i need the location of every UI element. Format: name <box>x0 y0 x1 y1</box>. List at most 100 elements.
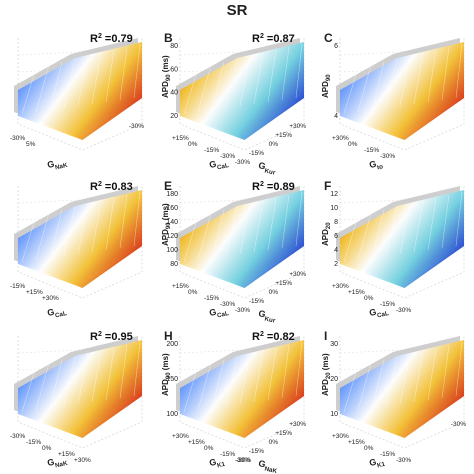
mesh-line <box>399 353 411 405</box>
z-tick: 4 <box>334 247 338 254</box>
mesh-line <box>253 200 264 253</box>
mesh-line <box>49 209 63 259</box>
x-tick: +15% <box>172 283 189 290</box>
panel-letter: B <box>164 31 173 45</box>
surface <box>18 42 142 140</box>
z-tick: 120 <box>166 233 178 240</box>
r2-label: R2 =0.83 <box>90 181 133 193</box>
x-tick: -15% <box>26 439 41 446</box>
y-tick: -30% <box>235 307 250 314</box>
mesh-line <box>239 203 251 255</box>
x-tick: -30% <box>380 153 395 160</box>
grid-line <box>17 65 143 73</box>
surface <box>340 190 464 288</box>
x-tick: 0% <box>364 295 374 302</box>
mesh-line <box>49 359 63 409</box>
y-tick: +15% <box>275 430 292 437</box>
y-tick: +15% <box>275 132 292 139</box>
r2-label: R2 =0.87 <box>252 33 295 45</box>
mesh-line <box>413 350 424 403</box>
y-tick: -30% <box>235 457 250 464</box>
mesh-line <box>21 215 37 263</box>
x-tick: 0% <box>188 141 198 148</box>
mesh-line <box>21 67 37 115</box>
mesh-line <box>357 64 372 113</box>
z-tick: 80 <box>170 261 178 268</box>
grid-line <box>17 363 143 371</box>
panel-n0 <box>14 38 143 151</box>
x-tick: +30% <box>172 433 189 440</box>
y-tick: +30% <box>289 421 306 428</box>
x-tick: 0% <box>188 289 198 296</box>
mesh-line <box>239 353 251 405</box>
mesh-line <box>441 46 450 101</box>
x-tick: -30% <box>220 153 235 160</box>
y-tick: 0% <box>269 439 279 446</box>
z-tick: 20 <box>170 113 178 120</box>
mesh-line <box>35 64 50 113</box>
x-tick: +30% <box>332 433 349 440</box>
grid-line <box>179 48 305 56</box>
mesh-line <box>343 67 359 115</box>
z-tick: 200 <box>166 341 178 348</box>
x-tick: 0% <box>42 445 52 452</box>
panel-letter: H <box>164 329 173 343</box>
x-axis-label: GNaK <box>46 156 68 173</box>
grid-line <box>339 65 465 73</box>
mesh-line <box>413 200 424 253</box>
mesh-line <box>105 347 115 401</box>
mesh-line <box>455 191 463 247</box>
mesh-line <box>455 43 463 99</box>
mesh-line <box>183 67 199 115</box>
mesh-line <box>35 212 50 261</box>
z-tick: 6 <box>334 233 338 240</box>
mesh-line <box>197 362 212 411</box>
mesh-line <box>119 194 128 249</box>
grid-line <box>179 346 305 354</box>
mesh-line <box>105 197 115 251</box>
x-tick: -15% <box>204 147 219 154</box>
x-tick: 5% <box>26 141 36 148</box>
y-tick: +15% <box>275 280 292 287</box>
mesh-line <box>399 203 411 255</box>
y-tick: -15% <box>249 448 264 455</box>
panel-letter: E <box>164 179 172 193</box>
mesh-line <box>253 350 264 403</box>
x-tick: 0% <box>348 141 358 148</box>
x-tick: +15% <box>348 439 365 446</box>
mesh-line <box>77 55 89 107</box>
mesh-line <box>281 194 290 249</box>
mesh-line <box>91 200 102 253</box>
r2-label: R2 =0.82 <box>252 331 295 343</box>
x-axis-label: GK1 <box>368 455 386 471</box>
mesh-line <box>441 344 450 399</box>
mesh-line <box>371 209 385 259</box>
r2-label: R2 =0.95 <box>90 331 133 343</box>
mesh-line <box>133 43 141 99</box>
mesh-line <box>91 52 102 105</box>
panel-e <box>176 186 305 299</box>
grid-line <box>17 346 143 354</box>
panel-n3 <box>14 186 143 299</box>
mesh-line <box>133 341 141 397</box>
grid-line <box>179 363 305 371</box>
y-tick: -30% <box>129 123 144 130</box>
z-tick: 4 <box>334 113 338 120</box>
x-tick: -30% <box>396 457 411 464</box>
x-tick: +30% <box>74 457 91 464</box>
mesh-line <box>427 49 437 103</box>
mesh-line <box>267 49 277 103</box>
mesh-line <box>385 58 398 109</box>
mesh-line <box>343 215 359 263</box>
y-tick: 0% <box>269 141 279 148</box>
z-tick: 10 <box>330 411 338 418</box>
x-tick: -30% <box>396 307 411 314</box>
z-tick: 80 <box>170 43 178 50</box>
z-tick: 160 <box>166 205 178 212</box>
mesh-line <box>295 43 303 99</box>
x-axis-label: GK1 <box>208 455 226 471</box>
surface <box>18 340 142 438</box>
mesh-line <box>385 356 398 407</box>
mesh-line <box>63 58 76 109</box>
mesh-line <box>295 191 303 247</box>
